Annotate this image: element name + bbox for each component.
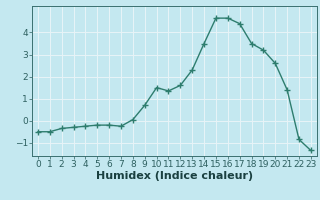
X-axis label: Humidex (Indice chaleur): Humidex (Indice chaleur) (96, 171, 253, 181)
